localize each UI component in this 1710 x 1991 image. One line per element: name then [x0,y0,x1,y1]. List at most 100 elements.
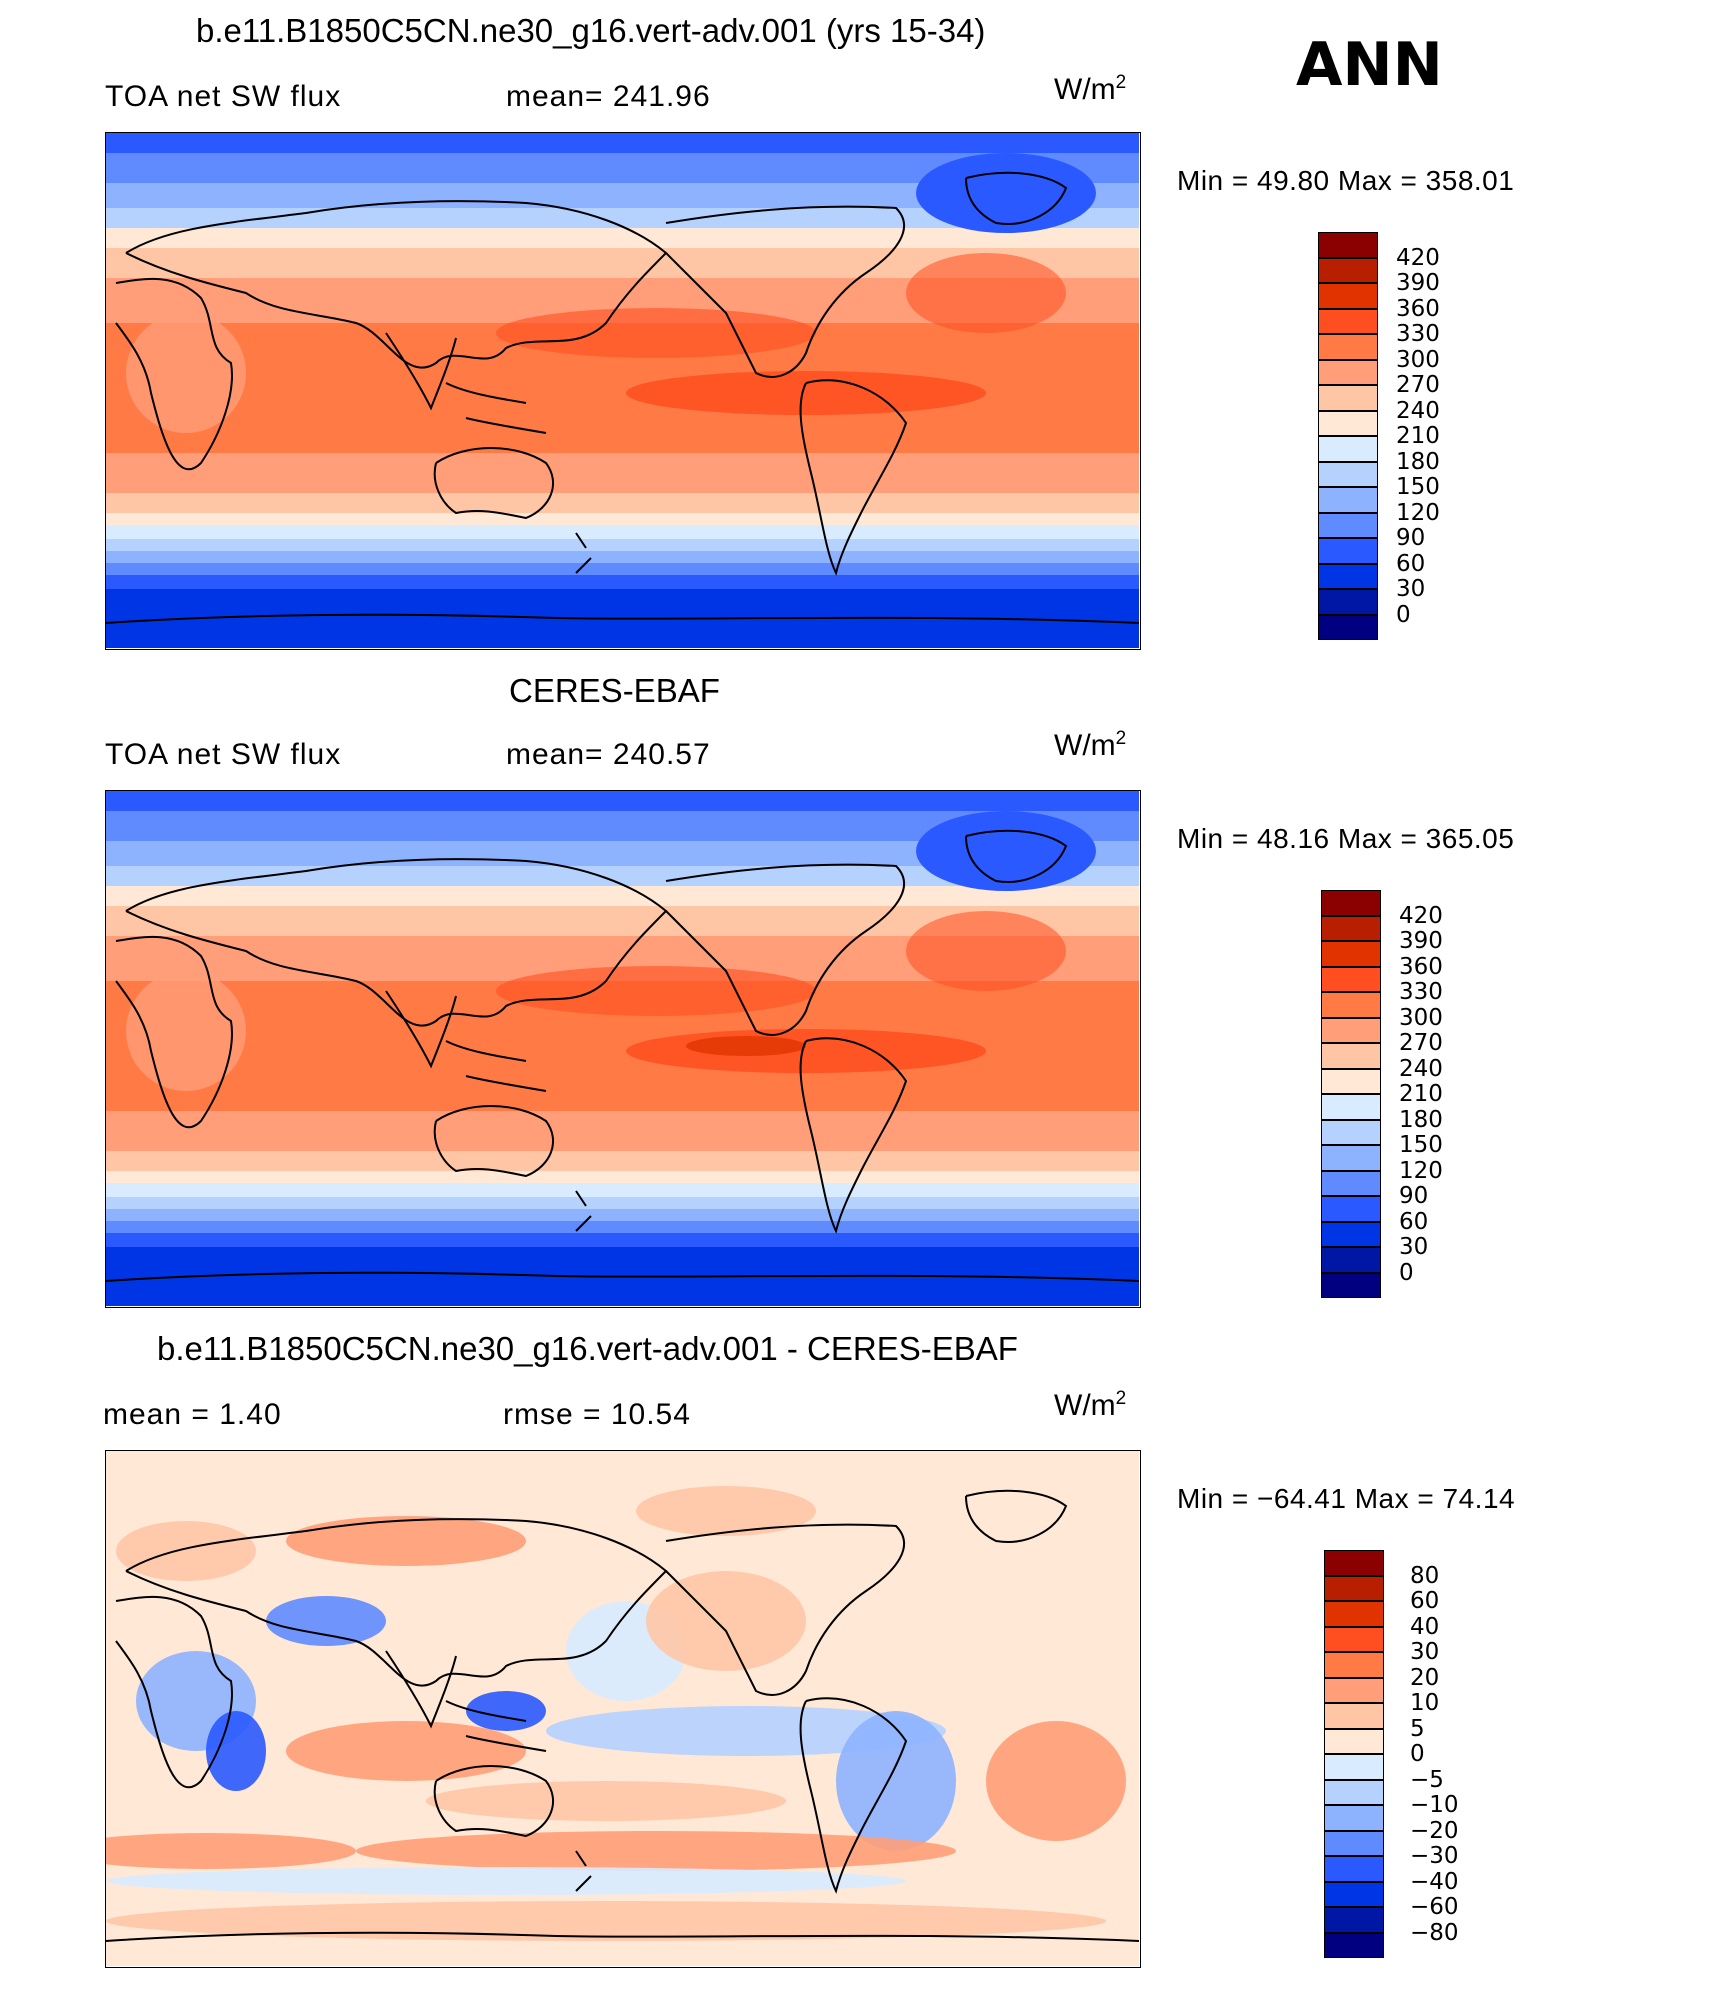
colorbar-tick-label: −10 [1410,1792,1459,1818]
colorbar-tick-label: 30 [1410,1639,1440,1665]
colorbar-swatch [1318,283,1378,309]
panel-3-map [105,1450,1141,1968]
colorbar-tick-label: 240 [1396,397,1440,424]
colorbar-tick-label: 60 [1396,550,1426,577]
colorbar-tick-label: 390 [1396,270,1440,296]
colorbar-swatch [1321,1119,1381,1145]
colorbar-swatch [1318,359,1378,385]
panel-2-title: CERES-EBAF [509,672,720,709]
colorbar-swatch [1321,1221,1381,1247]
colorbar-tick-label: 40 [1410,1613,1440,1640]
colorbar-swatch [1324,1907,1384,1933]
colorbar-swatch [1318,461,1378,487]
colorbar-swatch [1321,915,1381,941]
colorbar-tick-label: 210 [1399,1081,1443,1107]
colorbar-swatch [1321,890,1381,916]
colorbar-tick-label: 210 [1396,423,1440,449]
colorbar-tick-label: 420 [1399,902,1443,929]
colorbar-tick-label: 60 [1410,1588,1440,1614]
colorbar-swatch [1324,1626,1384,1652]
colorbar-tick-label: 330 [1396,321,1440,347]
colorbar-swatch [1318,512,1378,538]
panel-2-map [105,790,1141,1308]
colorbar-tick-label: 150 [1396,474,1440,500]
colorbar-tick-label: 240 [1399,1055,1443,1082]
colorbar-swatch [1321,1272,1381,1298]
colorbar-tick-label: 30 [1399,1234,1429,1260]
colorbar-swatch [1324,1830,1384,1856]
colorbar-swatch [1321,1196,1381,1222]
colorbar-tick-label: 5 [1410,1715,1425,1742]
colorbar-swatch [1324,1677,1384,1703]
colorbar-tick-label: 270 [1396,372,1440,398]
colorbar-tick-label: 0 [1396,601,1411,628]
colorbar-swatch [1318,563,1378,589]
colorbar-swatch [1324,1575,1384,1601]
colorbar-tick-label: 120 [1399,1157,1443,1184]
panel-3-rmse-label: rmse = 10.54 [503,1398,691,1431]
panel-2-min-max: Min = 48.16 Max = 365.05 [1177,823,1515,854]
colorbar-swatch [1324,1703,1384,1729]
colorbar-swatch [1321,941,1381,967]
colorbar-tick-label: −5 [1410,1766,1444,1793]
colorbar-swatch [1324,1881,1384,1907]
colorbar-tick-label: 300 [1396,346,1440,373]
colorbar-swatch [1324,1550,1384,1576]
colorbar-tick-label: 150 [1399,1132,1443,1158]
panel-3-map-field [106,1451,1139,1966]
colorbar-swatch [1321,1068,1381,1094]
panel-1-variable-label: TOA net SW flux [105,80,342,113]
panel-2-variable-label: TOA net SW flux [105,738,342,771]
season-label: ANN [1296,30,1443,100]
colorbar-swatch [1324,1728,1384,1754]
colorbar-swatch [1318,487,1378,513]
colorbar-tick-label: 330 [1399,979,1443,1005]
colorbar-swatch [1318,257,1378,283]
panel-1-mean-label: mean= 241.96 [506,80,711,113]
colorbar-tick-label: 270 [1399,1030,1443,1056]
colorbar-tick-label: 0 [1399,1259,1414,1286]
colorbar-swatch [1324,1779,1384,1805]
colorbar-tick-label: 120 [1396,499,1440,526]
colorbar-tick-label: 30 [1396,576,1426,602]
panel-2-mean-label: mean= 240.57 [506,738,711,771]
colorbar-tick-label: 90 [1399,1183,1429,1209]
colorbar-tick-label: 300 [1399,1004,1443,1031]
colorbar-swatch [1318,589,1378,615]
panel-1-title: b.e11.B1850C5CN.ne30_g16.vert-adv.001 (y… [196,12,986,49]
panel-2-units: W/m2 [1054,728,1127,762]
colorbar-swatch [1324,1754,1384,1780]
colorbar-tick-label: 420 [1396,244,1440,271]
colorbar-tick-label: −60 [1410,1894,1459,1920]
panel-1-map [105,132,1141,650]
colorbar-swatch [1318,614,1378,640]
colorbar-tick-label: −80 [1410,1919,1459,1946]
colorbar-swatch [1318,410,1378,436]
colorbar-tick-label: 20 [1410,1664,1440,1691]
colorbar-swatch [1324,1856,1384,1882]
colorbar-swatch [1321,1094,1381,1120]
colorbar-tick-label: 360 [1396,295,1440,322]
colorbar-swatch [1321,1043,1381,1069]
panel-3-title: b.e11.B1850C5CN.ne30_g16.vert-adv.001 - … [157,1330,1018,1367]
panel-1-units: W/m2 [1054,72,1127,106]
colorbar-tick-label: 390 [1399,928,1443,954]
colorbar-swatch [1321,1247,1381,1273]
colorbar-swatch [1324,1652,1384,1678]
colorbar-swatch [1321,1145,1381,1171]
colorbar-tick-label: 360 [1399,953,1443,980]
panel-2-map-field [106,791,1139,1306]
colorbar-swatch [1321,966,1381,992]
colorbar-swatch [1324,1805,1384,1831]
panel-3-min-max: Min = −64.41 Max = 74.14 [1177,1483,1516,1514]
panel-1-min-max: Min = 49.80 Max = 358.01 [1177,165,1515,196]
colorbar-tick-label: −30 [1410,1843,1459,1869]
colorbar-tick-label: 0 [1410,1741,1425,1767]
colorbar-tick-label: 60 [1399,1208,1429,1235]
colorbar-swatch [1324,1932,1384,1958]
colorbar-tick-label: 180 [1396,448,1440,475]
panel-3-units: W/m2 [1054,1388,1127,1422]
colorbar-swatch [1318,538,1378,564]
colorbar-tick-label: 80 [1410,1562,1440,1589]
colorbar-swatch [1321,1170,1381,1196]
